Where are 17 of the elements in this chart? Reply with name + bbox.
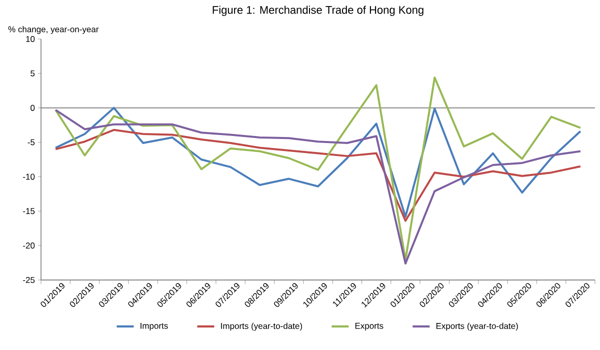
y-tick-label: -10 xyxy=(23,174,35,180)
y-axis-title: % change, year-on-year xyxy=(8,26,99,34)
legend-label: Exports (year-to-date) xyxy=(436,322,518,331)
y-tick-label: 5 xyxy=(30,70,35,76)
y-tick-label: -25 xyxy=(23,276,35,284)
y-tick-label: -15 xyxy=(23,208,35,214)
y-tick-label: -5 xyxy=(28,139,35,146)
legend-label: Imports (year-to-date) xyxy=(221,322,302,331)
line-series xyxy=(54,128,582,222)
line-series xyxy=(54,76,582,262)
legend-label: Imports xyxy=(140,322,168,331)
y-tick-label: 10 xyxy=(26,36,35,42)
y-tick-label: -20 xyxy=(23,242,35,249)
y-tick-label: 0 xyxy=(30,104,35,111)
chart-title: Figure 1: Merchandise Trade of Hong Kong xyxy=(212,6,424,16)
legend-label: Exports xyxy=(355,322,384,331)
line-series xyxy=(54,106,582,218)
